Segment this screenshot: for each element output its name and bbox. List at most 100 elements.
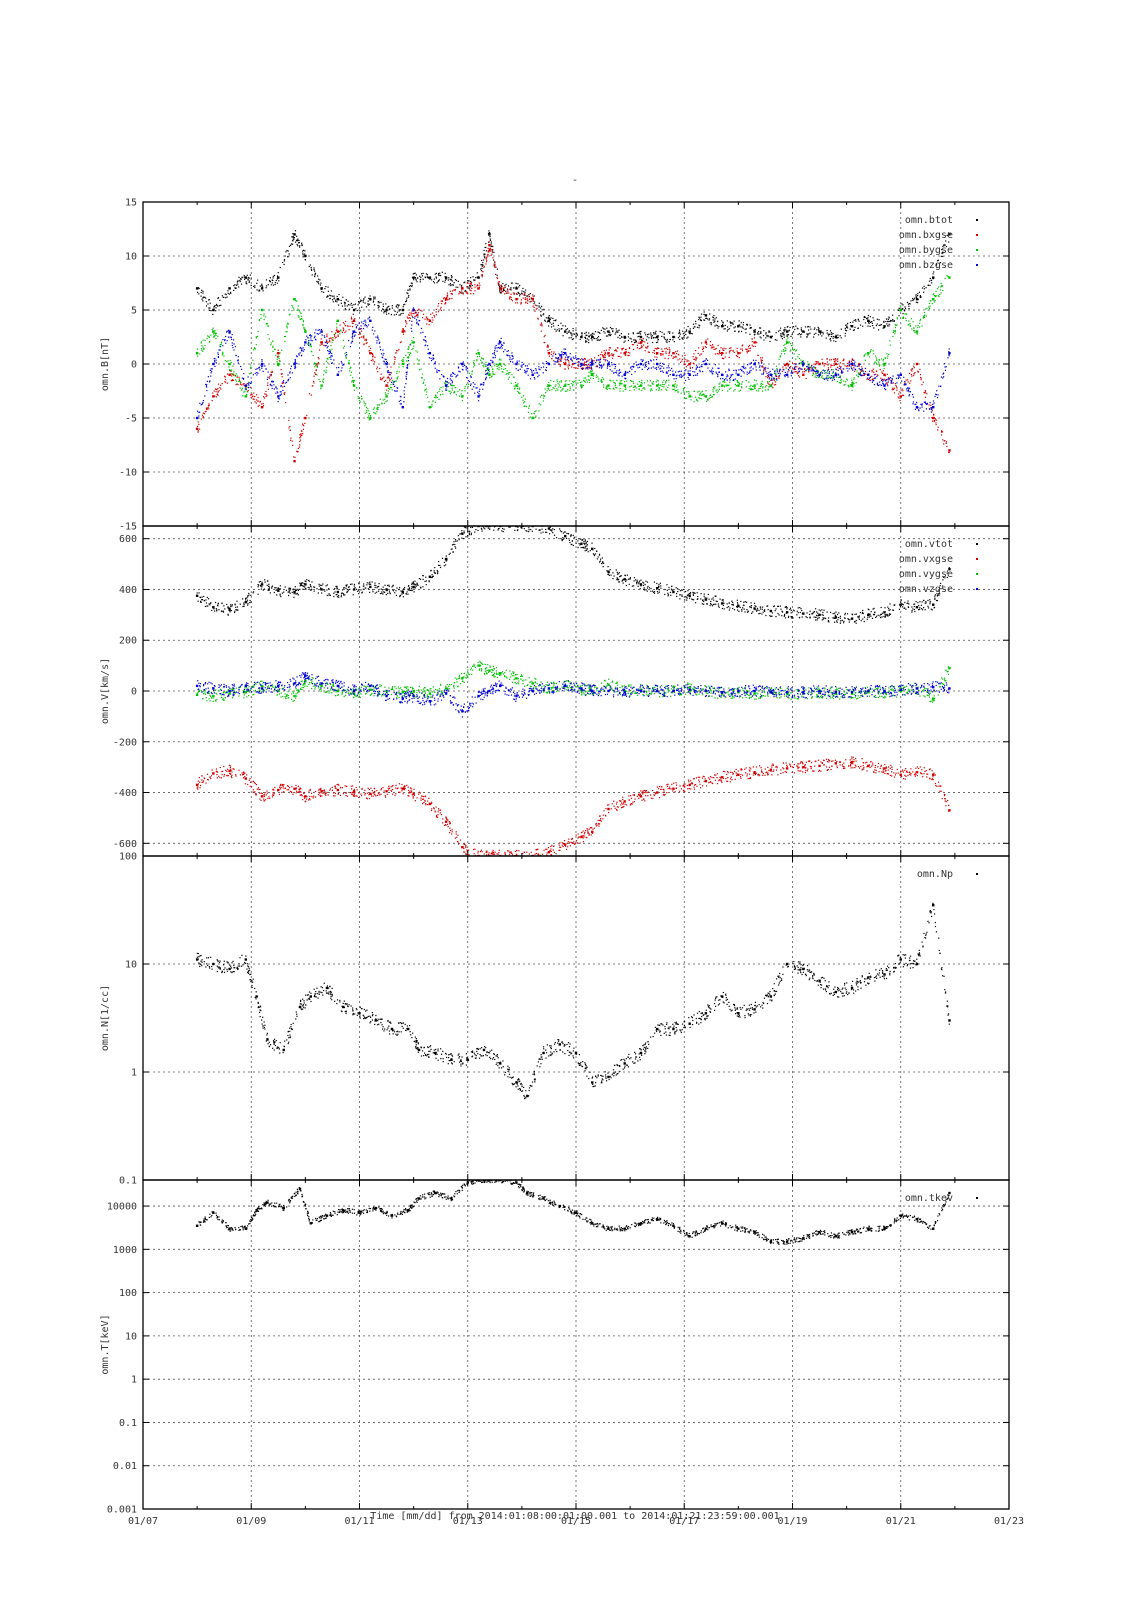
scatter-dot [935,423,937,426]
scatter-dot [922,381,924,383]
scatter-dot [661,350,663,352]
scatter-dot [437,311,440,313]
scatter-dot [849,321,852,324]
scatter-dot [930,300,932,302]
scatter-dot [796,372,799,374]
scatter-dot [673,341,675,343]
scatter-dot [197,430,199,432]
scatter-dot [378,342,380,344]
scatter-dot [642,364,644,366]
scatter-dot [445,278,447,280]
scatter-dot [290,368,292,370]
scatter-dot [683,391,685,393]
scatter-dot [943,245,945,247]
scatter-dot [484,257,486,259]
scatter-dot [680,376,682,378]
scatter-dot [615,330,617,332]
scatter-dot [296,450,298,452]
scatter-dot [597,337,599,339]
scatter-dot [215,359,217,361]
scatter-dot [614,350,616,352]
scatter-dot [398,310,400,312]
scatter-dot [862,325,864,327]
scatter-dot [628,347,631,350]
scatter-dot [530,297,532,299]
scatter-dot [639,347,642,349]
scatter-dot [705,339,707,341]
scatter-dot [790,344,793,347]
data-point [547,384,551,387]
scatter-dot [711,395,714,398]
scatter-dot [843,380,845,382]
scatter-dot [788,329,790,331]
scatter-dot [700,394,702,396]
scatter-dot [619,369,621,371]
scatter-dot [652,341,654,344]
scatter-dot [579,381,582,384]
data-point [688,330,691,333]
data-point [639,341,643,344]
scatter-dot [271,385,273,387]
scatter-dot [583,379,585,382]
scatter-dot [793,371,795,373]
scatter-dot [655,330,657,332]
scatter-dot [798,357,801,360]
scatter-dot [330,355,332,357]
scatter-dot [381,402,383,404]
scatter-dot [580,332,583,334]
data-point [277,395,280,398]
scatter-dot [265,390,267,393]
scatter-dot [711,345,713,347]
scatter-dot [636,364,638,366]
scatter-dot [570,358,572,360]
scatter-dot [598,378,600,380]
scatter-dot [537,376,539,378]
scatter-dot [650,334,652,336]
scatter-dot [723,380,725,382]
scatter-dot [448,284,450,286]
scatter-dot [685,366,688,368]
scatter-dot [609,332,611,334]
scatter-dot [302,424,304,426]
scatter-dot [512,357,514,359]
scatter-dot [826,361,829,363]
scatter-dot [411,341,413,344]
scatter-dot [574,362,576,365]
scatter-dot [714,318,716,320]
scatter-dot [586,381,588,383]
scatter-dot [265,316,267,318]
data-point [244,276,248,279]
scatter-dot [292,444,294,446]
scatter-dot [261,365,263,368]
scatter-dot [767,367,769,369]
scatter-dot [624,385,626,387]
scatter-dot [485,246,487,249]
scatter-dot [503,342,505,344]
scatter-dot [755,359,757,361]
scatter-dot [494,266,496,268]
scatter-dot [230,380,232,382]
scatter-dot [672,332,674,334]
scatter-dot [689,394,691,396]
scatter-dot [534,410,536,413]
scatter-dot [557,389,559,391]
scatter-dot [313,269,315,271]
scatter-dot [224,376,226,378]
scatter-dot [524,289,527,291]
scatter-dot [316,366,318,368]
scatter-dot [516,287,518,290]
scatter-dot [274,282,276,284]
scatter-dot [489,232,491,234]
scatter-dot [494,263,496,265]
scatter-dot [331,299,334,301]
data-point [336,319,340,322]
data-point [932,416,935,420]
scatter-dot [322,381,324,383]
scatter-dot [872,324,874,327]
scatter-dot [608,355,610,357]
scatter-dot [816,370,818,373]
scatter-dot [460,286,463,288]
scatter-dot [210,310,212,312]
scatter-dot [256,282,258,284]
scatter-dot [768,383,770,385]
